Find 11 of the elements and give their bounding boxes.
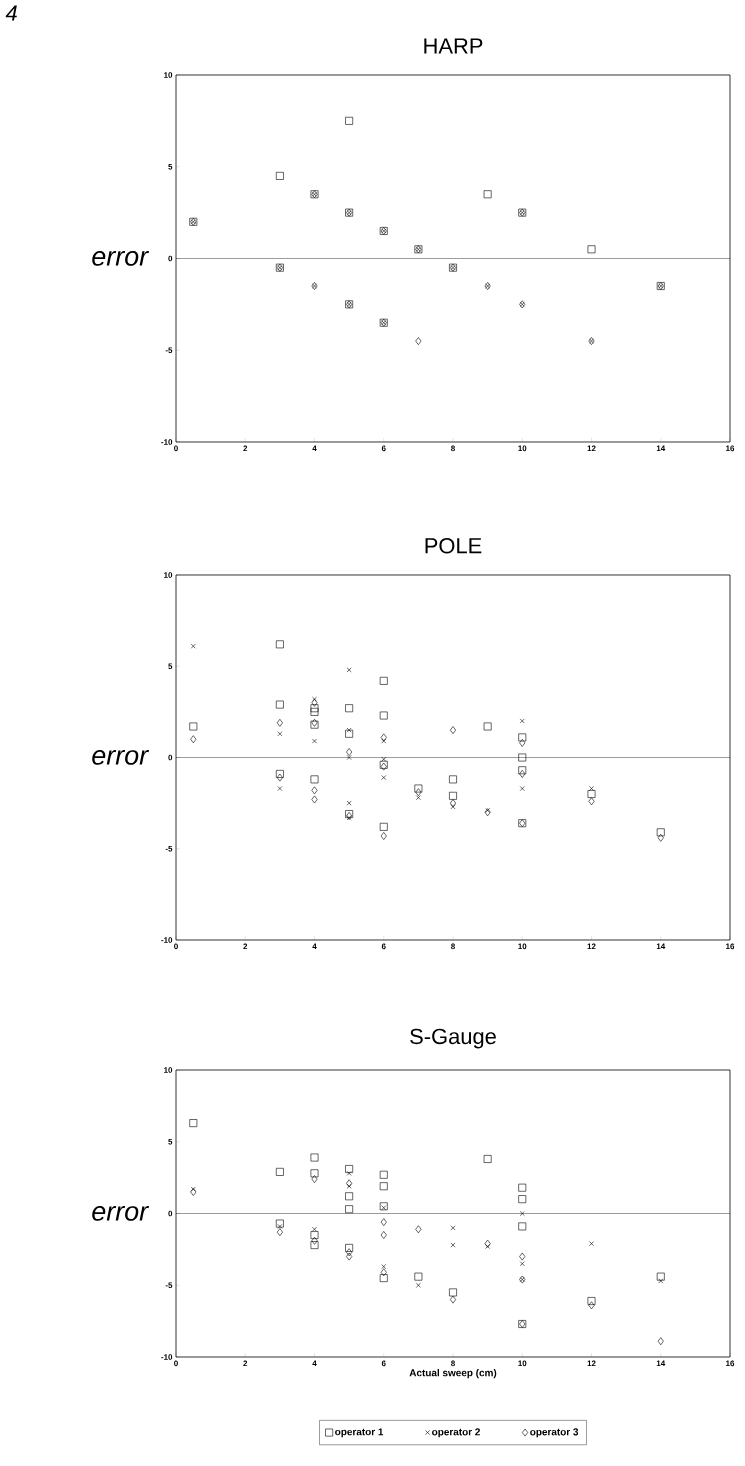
x-axis-title: Actual sweep (cm): [409, 1369, 497, 1379]
text: 4: [5, 5, 17, 21]
chart-title: S-Gauge: [410, 1028, 496, 1049]
legend-label: operator 1: [335, 1428, 384, 1438]
legend-label: operator 2: [432, 1428, 480, 1438]
y-axis-title: error: [92, 251, 150, 266]
legend-label: operator 3: [530, 1428, 579, 1438]
y-axis-title: error: [92, 750, 150, 765]
chart-title: POLE: [425, 537, 482, 554]
y-axis-title: error: [92, 1206, 150, 1221]
chart-title: HARP: [424, 38, 483, 54]
